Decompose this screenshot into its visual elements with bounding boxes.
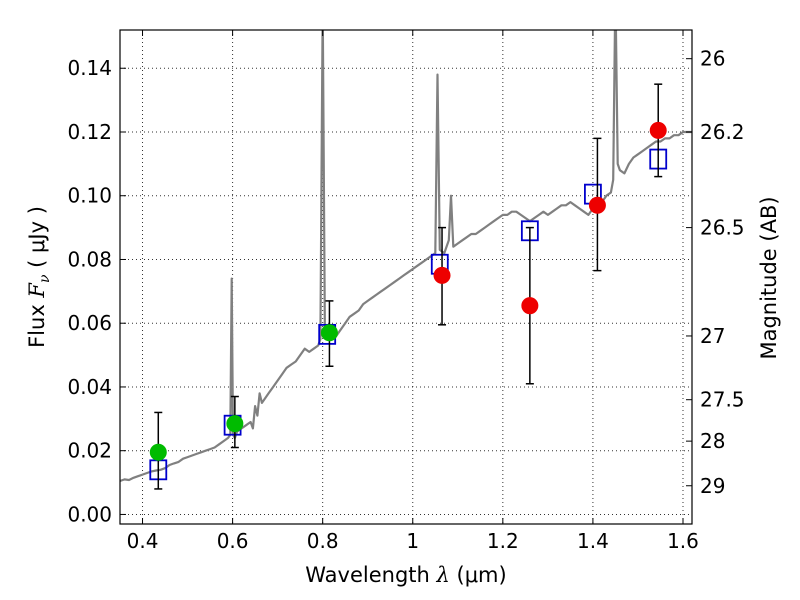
y-tick-label: 0.04	[67, 375, 112, 399]
red-data-point	[588, 196, 606, 214]
y2-tick-label: 28	[700, 429, 725, 453]
plot-frame	[119, 29, 693, 525]
y-tick-label: 0.06	[67, 311, 112, 335]
x-tick-label: 1.4	[577, 529, 609, 553]
y2-tick-label: 29	[700, 474, 725, 498]
y2-tick-label: 26	[700, 47, 725, 71]
y2-tick-label: 27	[700, 324, 725, 348]
red-data-point	[649, 121, 667, 139]
x-axis-title: Wavelength λ (μm)	[305, 563, 506, 587]
x-tick-label: 1	[406, 529, 419, 553]
y-tick-label: 0.12	[67, 120, 112, 144]
y-axis-title: Flux Fν ( μJy )	[25, 206, 53, 348]
y-tick-label: 0.10	[67, 184, 112, 208]
model-spectrum-line	[120, 30, 692, 483]
y2-axis-title: Magnitude (AB)	[757, 196, 781, 359]
axes-ticks: 0.4 0.6 0.8 1 1.2 1.4 1.6 0.00 0.02 0.04 0.06 0.08 0…	[67, 30, 745, 553]
green-data-point	[320, 324, 338, 342]
y2-tick-label: 26.2	[700, 120, 745, 144]
grid	[120, 30, 692, 524]
y-tick-label: 0.02	[67, 439, 112, 463]
y2-tick-label: 26.5	[700, 216, 745, 240]
red-data-point	[521, 297, 539, 315]
x-tick-label: 0.6	[217, 529, 249, 553]
x-tick-label: 0.8	[307, 529, 339, 553]
y-tick-label: 0.08	[67, 247, 112, 271]
x-tick-label: 1.6	[667, 529, 699, 553]
x-tick-label: 1.2	[487, 529, 519, 553]
green-data-point	[226, 415, 244, 433]
red-data-point	[433, 266, 451, 284]
green-data-point	[149, 443, 167, 461]
plot-area	[120, 30, 692, 490]
y-tick-label: 0.00	[67, 502, 112, 526]
x-tick-label: 0.4	[127, 529, 159, 553]
y-tick-label: 0.14	[67, 56, 112, 80]
y2-tick-label: 27.5	[700, 388, 745, 412]
